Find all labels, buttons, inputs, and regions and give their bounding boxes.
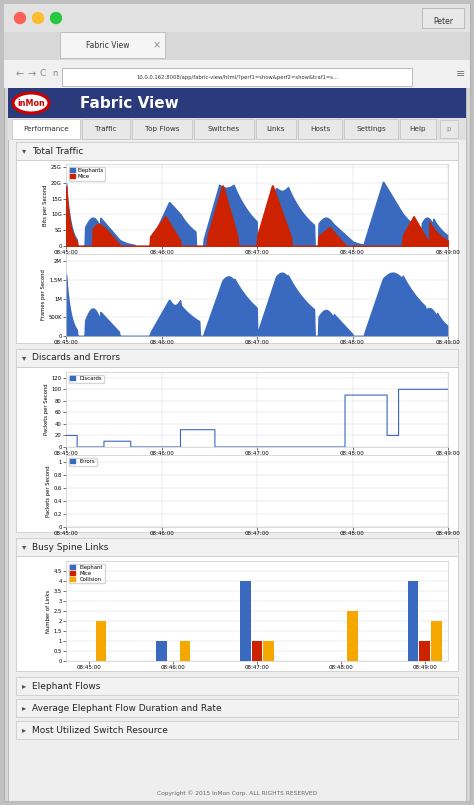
Bar: [16, 538, 458, 556]
Text: ≡: ≡: [456, 69, 465, 79]
Bar: [180, 641, 190, 661]
Text: Settings: Settings: [356, 126, 386, 132]
Text: Average Elephant Flow Duration and Rate: Average Elephant Flow Duration and Rate: [32, 704, 222, 712]
Text: Busy Spine Links: Busy Spine Links: [32, 543, 109, 551]
Bar: [16, 721, 458, 739]
Bar: [16, 142, 458, 160]
Text: ▸: ▸: [22, 725, 26, 734]
Text: ▸: ▸: [22, 682, 26, 691]
Bar: [8, 118, 466, 140]
Text: Traffic: Traffic: [95, 126, 117, 132]
Bar: [12, 119, 80, 139]
Bar: [431, 621, 442, 661]
Text: ←: ←: [16, 69, 24, 79]
Bar: [440, 120, 458, 138]
Y-axis label: Bits per Second: Bits per Second: [43, 184, 48, 225]
Bar: [156, 641, 167, 661]
Bar: [60, 32, 165, 58]
Bar: [16, 677, 458, 695]
Bar: [62, 68, 412, 86]
Bar: [344, 119, 398, 139]
Text: Performance: Performance: [23, 126, 69, 132]
Bar: [4, 4, 470, 32]
Bar: [16, 556, 458, 671]
Text: p: p: [447, 126, 451, 132]
Legend: Errors: Errors: [69, 457, 97, 466]
Text: Hosts: Hosts: [310, 126, 330, 132]
Bar: [298, 119, 342, 139]
Bar: [256, 119, 296, 139]
Text: Copyright © 2015 InMon Corp. ALL RIGHTS RESERVED: Copyright © 2015 InMon Corp. ALL RIGHTS …: [157, 791, 317, 796]
Circle shape: [15, 13, 26, 23]
Bar: [400, 119, 436, 139]
Text: Links: Links: [267, 126, 285, 132]
Legend: Elephant, Mice, Collision: Elephant, Mice, Collision: [69, 564, 105, 584]
Y-axis label: Packets per Second: Packets per Second: [46, 465, 51, 517]
Bar: [347, 611, 358, 661]
Text: Fabric View: Fabric View: [86, 40, 130, 49]
Bar: [264, 641, 274, 661]
Bar: [4, 60, 470, 88]
Bar: [96, 621, 107, 661]
Text: Total Traffic: Total Traffic: [32, 147, 83, 155]
Text: 10.0.0.162:8008/app/fabric-view/html/?perf1=show&perf2=show&traf1=s...: 10.0.0.162:8008/app/fabric-view/html/?pe…: [136, 75, 338, 80]
Bar: [16, 160, 458, 343]
Text: ▸: ▸: [22, 704, 26, 712]
Text: inMon: inMon: [17, 98, 45, 108]
Circle shape: [33, 13, 44, 23]
Text: ▾: ▾: [22, 543, 26, 551]
Text: Help: Help: [410, 126, 426, 132]
Text: C: C: [40, 69, 46, 79]
Text: Elephant Flows: Elephant Flows: [32, 682, 100, 691]
Bar: [82, 119, 130, 139]
Bar: [194, 119, 254, 139]
Text: ▾: ▾: [22, 353, 26, 362]
Bar: [408, 581, 418, 661]
Bar: [419, 641, 430, 661]
Legend: Discards: Discards: [69, 374, 104, 383]
Bar: [240, 581, 251, 661]
Text: →: →: [28, 69, 36, 79]
Text: ×: ×: [153, 40, 161, 50]
Bar: [16, 367, 458, 532]
Bar: [16, 699, 458, 717]
Bar: [16, 349, 458, 367]
Text: Fabric View: Fabric View: [80, 96, 179, 110]
Bar: [4, 32, 470, 60]
Bar: [8, 88, 466, 118]
Y-axis label: Packets per Second: Packets per Second: [44, 384, 49, 436]
Bar: [252, 641, 262, 661]
Text: Peter: Peter: [433, 18, 453, 27]
Y-axis label: Frames per Second: Frames per Second: [41, 270, 46, 320]
Text: Switches: Switches: [208, 126, 240, 132]
Text: Top Flows: Top Flows: [145, 126, 179, 132]
Text: n: n: [52, 69, 57, 79]
Text: Most Utilized Switch Resource: Most Utilized Switch Resource: [32, 725, 168, 734]
Bar: [132, 119, 192, 139]
Legend: Elephants, Mice: Elephants, Mice: [69, 167, 105, 180]
Bar: [8, 88, 466, 801]
Bar: [422, 8, 464, 28]
Circle shape: [51, 13, 62, 23]
Text: ▾: ▾: [22, 147, 26, 155]
Ellipse shape: [13, 93, 49, 113]
Text: Discards and Errors: Discards and Errors: [32, 353, 120, 362]
Y-axis label: Number of Links: Number of Links: [46, 589, 51, 633]
